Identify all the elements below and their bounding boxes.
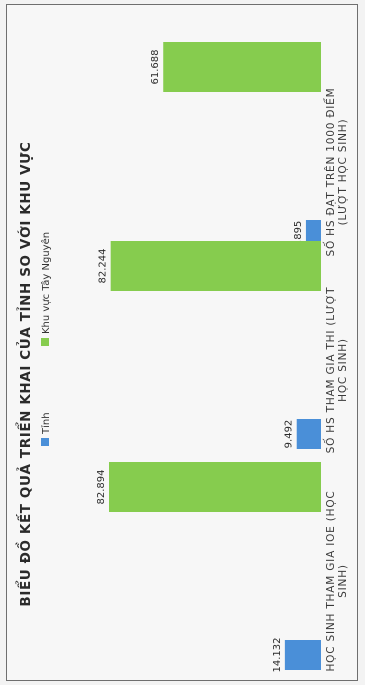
legend-swatch-2 [41, 338, 49, 346]
chart-frame [6, 4, 358, 681]
bar-tinh-2 [296, 419, 321, 449]
category-label-2-line-1: SỐ HS THAM GIA THI (LƯỢT [323, 287, 337, 454]
chart-title: BIỂU ĐỒ KẾT QUẢ TRIỂN KHAI CỦA TỈNH SO V… [14, 141, 34, 606]
legend-label-2: Khu vực Tây Nguyên [40, 232, 52, 334]
bar-khu-vuc-2 [110, 241, 321, 291]
data-label-khu-vuc-1: 82.894 [96, 470, 107, 505]
bar-tinh-1 [284, 640, 321, 670]
data-label-tinh-2: 9.492 [284, 420, 295, 449]
data-label-khu-vuc-2: 82.244 [98, 249, 109, 284]
category-label-2-line-2: HỌC SINH) [337, 338, 349, 402]
data-label-tinh-3: 5.895 [293, 221, 304, 250]
bar-khu-vuc-1 [109, 462, 321, 512]
category-label-3-line-2: (LƯỢT HỌC SINH) [337, 119, 349, 226]
category-label-3-line-1: SỐ HS ĐẠT TRÊN 1000 ĐIỂM [323, 88, 337, 257]
category-label-1-line-1: HỌC SINH THAM GIA IOE (HỌC [325, 490, 337, 671]
data-label-khu-vuc-3: 61.688 [150, 50, 161, 85]
legend-swatch-1 [41, 438, 49, 446]
data-label-tinh-1: 14.132 [272, 638, 283, 673]
plot-area: 14.132 9.492 5.895 82.894 82.244 61.688 [96, 42, 322, 673]
category-axis: HỌC SINH THAM GIA IOE (HỌC SINH) SỐ HS THA… [323, 88, 349, 672]
bar-khu-vuc-3 [163, 42, 321, 92]
legend-label-1: Tỉnh [40, 412, 52, 435]
category-label-1-line-2: SINH) [337, 564, 349, 598]
chart-legend: Tỉnh Khu vực Tây Nguyên [40, 232, 52, 446]
